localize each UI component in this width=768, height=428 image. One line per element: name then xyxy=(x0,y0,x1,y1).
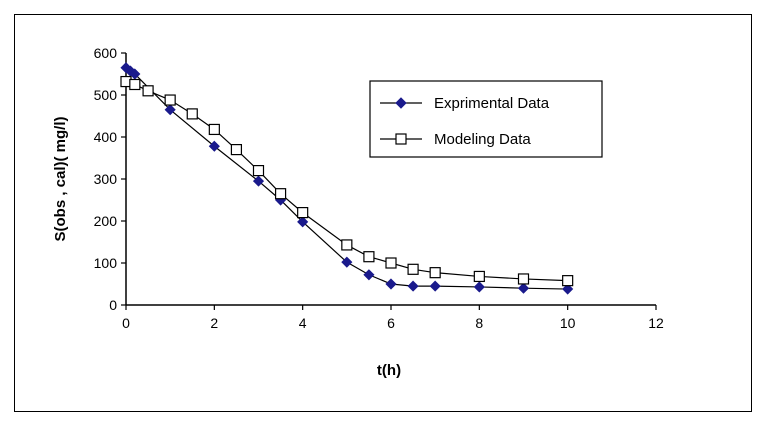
x-tick-label: 2 xyxy=(210,315,218,331)
y-axis-title: S(obs , cal)( mg/l) xyxy=(52,116,69,241)
y-tick-label: 400 xyxy=(94,129,118,145)
y-tick-label: 300 xyxy=(94,171,118,187)
data-point-modeling xyxy=(129,78,141,91)
legend-marker-modeling xyxy=(395,133,407,145)
x-tick-label: 10 xyxy=(560,315,576,331)
data-point-experimental xyxy=(208,140,220,152)
y-tick-label: 100 xyxy=(94,255,118,271)
line-chart: 0 100 200 300 400 500 600 0 2 4 6 8 10 12 S(obs , cal… xyxy=(52,45,664,379)
data-point-modeling xyxy=(186,108,198,120)
data-point-experimental xyxy=(363,269,375,281)
y-tick-label: 0 xyxy=(109,297,117,313)
data-point-experimental xyxy=(164,104,176,116)
legend-marker-experimental xyxy=(395,97,407,109)
data-point-experimental xyxy=(341,256,353,268)
x-axis-title: t(h) xyxy=(377,362,401,379)
data-point-experimental xyxy=(517,282,530,294)
legend-label-experimental: Exprimental Data xyxy=(434,95,550,112)
data-point-modeling xyxy=(142,85,154,97)
data-point-experimental xyxy=(562,283,574,295)
legend-box xyxy=(369,80,603,158)
data-point-modeling xyxy=(473,270,485,283)
x-tick-label: 4 xyxy=(299,315,307,331)
data-point-modeling xyxy=(252,165,265,177)
y-tick-label: 200 xyxy=(94,213,118,229)
y-tick-label: 500 xyxy=(94,87,118,103)
data-point-modeling xyxy=(230,144,243,156)
data-point-experimental xyxy=(407,280,419,292)
data-point-experimental xyxy=(473,281,485,293)
legend-label-modeling: Modeling Data xyxy=(434,131,531,148)
data-point-modeling xyxy=(208,123,220,136)
data-point-experimental xyxy=(252,175,265,187)
data-point-experimental xyxy=(297,216,309,228)
legend: Exprimental Data Modeling Data xyxy=(369,80,603,158)
data-point-modeling xyxy=(341,239,353,251)
data-point-modeling xyxy=(562,275,574,287)
y-tick-label: 600 xyxy=(94,45,118,61)
data-point-modeling xyxy=(517,273,530,285)
data-point-modeling xyxy=(274,188,287,200)
chart-frame: 0 100 200 300 400 500 600 0 2 4 6 8 10 12 S(obs , cal… xyxy=(14,14,752,412)
data-point-experimental xyxy=(385,278,397,290)
data-point-modeling xyxy=(429,267,441,279)
x-tick-label: 6 xyxy=(387,315,395,331)
data-point-modeling xyxy=(164,94,176,106)
x-tick-label: 0 xyxy=(122,315,130,331)
data-point-modeling xyxy=(407,263,419,275)
x-tick-label: 8 xyxy=(475,315,483,331)
data-point-modeling xyxy=(385,257,397,269)
data-point-experimental xyxy=(429,280,441,292)
x-tick-label: 12 xyxy=(648,315,664,331)
data-point-modeling xyxy=(363,251,375,263)
data-point-modeling xyxy=(297,207,309,219)
